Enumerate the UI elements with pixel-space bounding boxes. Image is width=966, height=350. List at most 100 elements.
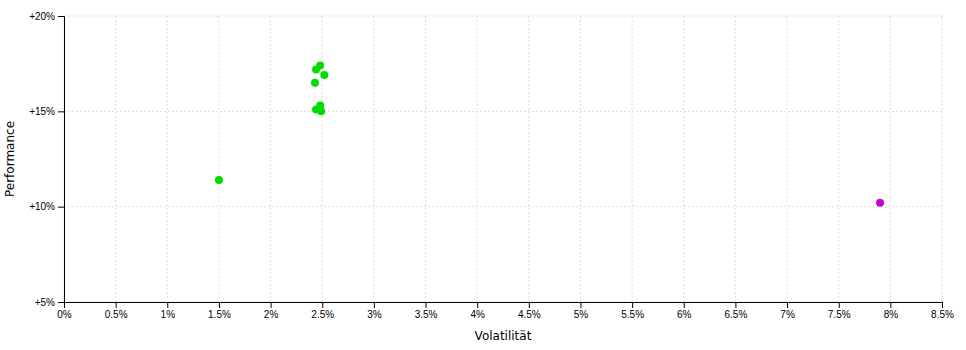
point [876, 199, 884, 207]
y-axis-tick-mark [58, 16, 64, 17]
x-axis-tick-label: 2.5% [311, 309, 334, 320]
x-axis-tick-mark [374, 302, 375, 308]
y-axis-tick-mark [58, 207, 64, 208]
x-axis-tick: 1.5% [208, 302, 231, 320]
plot: 0% 0.5% 1% 1.5% 2% 2.5% 3% 3.5% 4% 4.5% 5% 5.5% 6% 6.… [3, 11, 954, 343]
x-axis-tick-mark [580, 302, 581, 308]
x-axis-title: Volatilität [475, 329, 532, 343]
x-axis-tick-label: 0.5% [105, 309, 128, 320]
x-axis-tick-mark [839, 302, 840, 308]
x-axis-tick-mark [942, 302, 943, 308]
grid-line-x [942, 16, 943, 302]
point [312, 65, 320, 73]
series [876, 199, 884, 207]
x-axis-tick-mark [787, 302, 788, 308]
y-axis-tick-label: +5% [35, 297, 55, 308]
x-axis-tick-mark [890, 302, 891, 308]
x-axis-tick-mark [529, 302, 530, 308]
x-axis-tick: 3.5% [415, 302, 438, 320]
x-axis-tick-label: 7.5% [828, 309, 851, 320]
chart: 0% 0.5% 1% 1.5% 2% 2.5% 3% 3.5% 4% 4.5% 5% 5.5% 6% 6.… [0, 0, 966, 350]
x-axis-tick-label: 0% [57, 309, 72, 320]
x-axis-tick-label: 7% [780, 309, 795, 320]
x-axis-tick: 5% [574, 302, 589, 320]
point [311, 79, 319, 87]
grid-line-x [890, 16, 891, 302]
x-axis-tick-mark [271, 302, 272, 308]
y-axis-line [58, 17, 65, 303]
x-axis-tick: 8.5% [931, 302, 954, 320]
x-axis-tick-mark [632, 302, 633, 308]
grid-line-x [528, 16, 529, 302]
grid-line-y [64, 206, 942, 207]
y-axis-tick: +10% [29, 201, 64, 212]
grid-line-x [683, 16, 684, 302]
grid-line-y [64, 16, 942, 17]
grid-line-x [270, 16, 271, 302]
x-axis-tick-mark [477, 302, 478, 308]
grid-line-x [632, 16, 633, 302]
y-axis-tick-mark [58, 111, 64, 112]
grid-line-x [425, 16, 426, 302]
series [215, 62, 328, 184]
y-axis: +5% +10% +15% +20% [29, 11, 64, 308]
x-axis-tick-label: 3.5% [415, 309, 438, 320]
grid-line-y [64, 111, 942, 112]
y-axis-tick-label: +15% [29, 106, 55, 117]
x-axis-tick-label: 4% [470, 309, 485, 320]
x-axis-tick-mark [219, 302, 220, 308]
grid-line-x [787, 16, 788, 302]
grid-line-x [477, 16, 478, 302]
x-axis-tick: 0% [57, 302, 72, 320]
point [215, 176, 223, 184]
x-axis-tick: 3% [367, 302, 382, 320]
y-axis-title: Performance [3, 121, 17, 197]
grid-line-x [167, 16, 168, 302]
grid-line-x [580, 16, 581, 302]
x-axis-tick: 1% [161, 302, 176, 320]
x-axis-tick-label: 2% [264, 309, 279, 320]
grid [64, 16, 942, 302]
x-axis-line [65, 303, 943, 309]
x-axis-tick: 7% [780, 302, 795, 320]
points [215, 62, 884, 207]
x-axis-tick-label: 5.5% [621, 309, 644, 320]
x-axis-tick-mark [426, 302, 427, 308]
x-axis-tick-mark [322, 302, 323, 308]
x-axis-tick: 0.5% [105, 302, 128, 320]
x-axis-tick-label: 3% [367, 309, 382, 320]
x-axis-tick-mark [116, 302, 117, 308]
x-axis-tick-label: 8% [884, 309, 899, 320]
x-axis-tick: 6.5% [725, 302, 748, 320]
x-axis: 0% 0.5% 1% 1.5% 2% 2.5% 3% 3.5% 4% 4.5% 5% 5.5% 6% 6.… [57, 302, 954, 320]
x-axis-tick-label: 4.5% [518, 309, 541, 320]
grid-line-x [373, 16, 374, 302]
x-axis-tick: 6% [677, 302, 692, 320]
x-axis-tick-label: 6% [677, 309, 692, 320]
x-axis-tick: 4.5% [518, 302, 541, 320]
x-axis-tick-label: 6.5% [725, 309, 748, 320]
x-axis-tick-mark [735, 302, 736, 308]
x-axis-tick-label: 1.5% [208, 309, 231, 320]
x-axis-tick-mark [167, 302, 168, 308]
x-axis-tick: 2% [264, 302, 279, 320]
x-axis-tick: 7.5% [828, 302, 851, 320]
x-axis-tick-label: 8.5% [931, 309, 954, 320]
x-axis-tick: 5.5% [621, 302, 644, 320]
x-axis-tick-label: 1% [161, 309, 176, 320]
y-axis-tick: +20% [29, 11, 64, 22]
point [320, 71, 328, 79]
y-axis-tick-label: +10% [29, 201, 55, 212]
grid-line-x [115, 16, 116, 302]
y-axis-tick: +15% [29, 106, 64, 117]
point [317, 107, 325, 115]
grid-line-x [735, 16, 736, 302]
grid-line-x [218, 16, 219, 302]
y-axis-tick-mark [58, 302, 64, 303]
y-axis-tick-label: +20% [29, 11, 55, 22]
grid-line-x [838, 16, 839, 302]
x-axis-tick-label: 5% [574, 309, 589, 320]
x-axis-tick: 2.5% [311, 302, 334, 320]
x-axis-tick: 4% [470, 302, 485, 320]
x-axis-tick: 8% [884, 302, 899, 320]
